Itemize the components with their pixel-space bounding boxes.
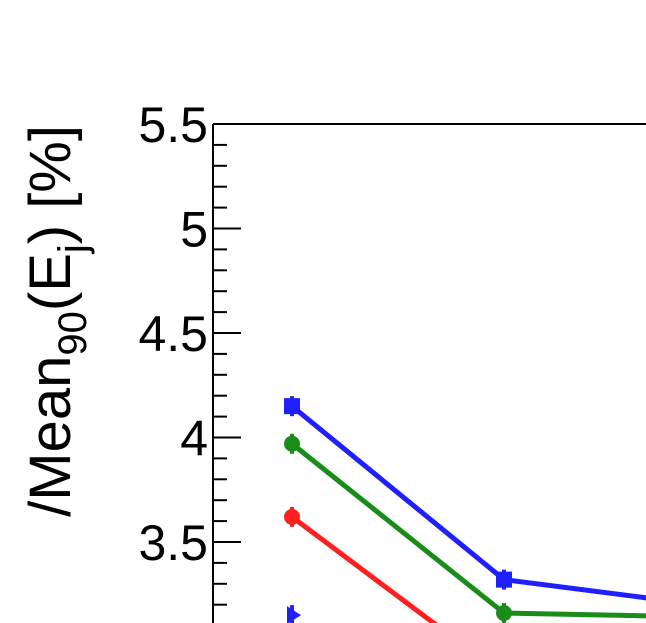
marker xyxy=(287,606,301,623)
y-tick-label: 4.5 xyxy=(138,306,208,362)
marker xyxy=(284,398,300,415)
y-label-part: (E xyxy=(18,253,83,311)
y-tick-label: 4 xyxy=(180,410,208,466)
y-tick-label: 3.5 xyxy=(138,515,208,571)
y-label-sub: 90 xyxy=(51,311,95,356)
y-tick-label: 5.5 xyxy=(138,97,208,153)
series-line xyxy=(290,404,646,601)
marker xyxy=(284,435,300,452)
y-label-part: /Mean xyxy=(18,356,83,517)
plot-area xyxy=(284,396,646,623)
marker xyxy=(284,508,300,525)
y-tick-label: 5 xyxy=(180,201,208,257)
y-label-part: ) [%] xyxy=(18,125,83,244)
series-line xyxy=(290,514,438,623)
marker xyxy=(496,571,512,588)
marker xyxy=(496,605,512,622)
y-label-sub: j xyxy=(51,244,95,254)
y-axis-label: /Mean90(Ej) [%] xyxy=(18,125,95,517)
